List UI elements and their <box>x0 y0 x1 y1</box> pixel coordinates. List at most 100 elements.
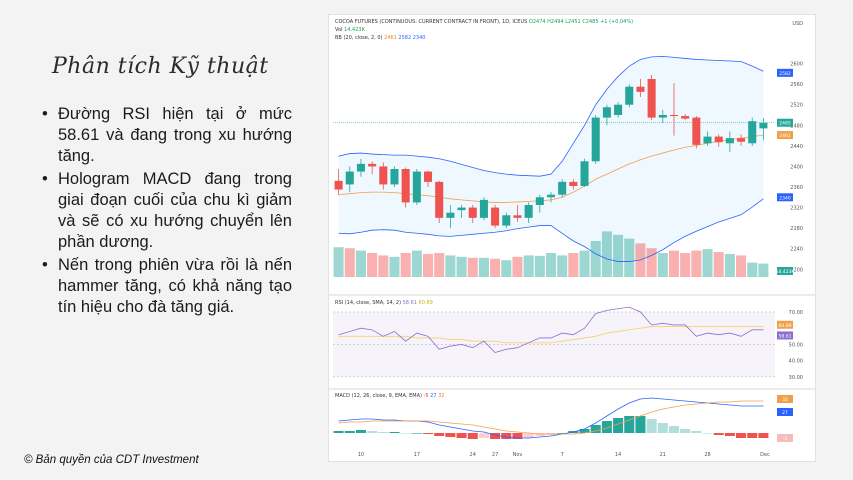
volume-bar <box>568 253 579 277</box>
macd-hist-bar <box>657 423 668 433</box>
rsi-value-badge-bg <box>777 331 793 340</box>
volume-bar <box>713 252 724 277</box>
macd-hist-bar <box>713 433 724 435</box>
macd-hist-bar <box>702 433 713 434</box>
time-tick-label: 21 <box>660 452 666 458</box>
macd-hist-bar <box>490 433 501 439</box>
macd-hist-bar <box>646 419 657 433</box>
macd-hist-bar <box>467 433 478 439</box>
candle-body <box>737 138 746 142</box>
price-tick-label: 2520 <box>790 103 803 109</box>
volume-bar <box>467 257 478 277</box>
volume-bar <box>490 258 501 277</box>
vol-label: Vol <box>335 27 343 33</box>
rsi-tick-label: 30.00 <box>789 375 803 381</box>
bb-up-value: 2582 <box>398 35 412 41</box>
candle-body <box>435 181 444 218</box>
macd-hist-bar <box>512 433 523 439</box>
macd-hist-bar <box>445 433 456 437</box>
rsi-header: RSI (14, close, SMA, 14, 2) 58.61 60.89 <box>335 300 433 306</box>
candle-body <box>368 163 377 167</box>
volume-bar <box>758 263 769 277</box>
macd-hist-bar <box>456 433 467 438</box>
volume-bar <box>668 250 680 277</box>
ohlc-readout: O2474 H2494 L2451 C2485 +1 (+0.04%) <box>528 19 634 25</box>
chart-symbol-header: COCOA FUTURES (CONTINUOUS: CURRENT CONTR… <box>335 19 633 25</box>
macd-hist-bar <box>590 425 601 433</box>
analysis-bullet-list: Đường RSI hiện tại ở mức 58.61 và đang t… <box>42 104 292 320</box>
macd-signal-badge: 32 <box>782 397 788 403</box>
macd-hist-bar <box>624 416 635 433</box>
volume-bar <box>736 255 747 277</box>
price-tick-label: 2440 <box>790 144 803 150</box>
macd-hist-bar <box>758 433 769 438</box>
macd-hist-bar <box>501 433 512 439</box>
bb-basis-badge-bg <box>777 131 793 140</box>
candle-body <box>446 212 455 218</box>
volume-bar <box>333 247 344 277</box>
rsi-value-badge: 58.61 <box>779 333 792 339</box>
rsi-ma-badge: 60.89 <box>779 323 792 329</box>
volume-bar <box>657 253 668 277</box>
last-price-badge-bg <box>777 118 793 127</box>
time-tick-label: Dec <box>760 452 770 458</box>
price-axis-unit: USD <box>792 21 803 27</box>
macd-hist-bar <box>736 433 747 438</box>
bb-low-value: 2340 <box>412 35 426 41</box>
candle-body <box>681 116 690 119</box>
rsi-ma-value: 60.89 <box>418 300 433 306</box>
rsi-tick-label: 70.00 <box>789 310 803 316</box>
candle-body <box>636 86 645 92</box>
macd-hist-bar <box>579 429 590 433</box>
price-tick-label: 2600 <box>790 62 803 68</box>
macd-hist-bar <box>635 416 646 433</box>
symbol-line: COCOA FUTURES (CONTINUOUS: CURRENT CONTR… <box>335 19 528 25</box>
macd-hist-bar <box>411 433 422 434</box>
macd-hist-bar <box>668 426 680 433</box>
volume-bar <box>613 234 624 277</box>
volume-bar <box>557 255 568 277</box>
candle-body <box>714 136 723 143</box>
candle-body <box>479 199 488 218</box>
volume-bar <box>434 253 445 277</box>
macd-hist-bar <box>367 431 378 433</box>
macd-line-badge: 27 <box>782 410 788 416</box>
volume-bar <box>545 253 557 277</box>
candle-body <box>546 194 556 198</box>
macd-hist-value: -5 <box>423 393 429 399</box>
time-tick-label: Nov <box>513 452 523 458</box>
bb-label: BB (20, close, 2, 0) <box>335 35 383 41</box>
macd-hist-bar <box>400 433 411 434</box>
volume-bar <box>411 250 422 277</box>
macd-hist-badge: -5 <box>783 436 788 442</box>
macd-hist-bar <box>523 433 534 438</box>
volume-bar <box>534 255 545 277</box>
macd-hist-badge-bg <box>777 434 793 442</box>
time-tick-label: 7 <box>561 452 564 458</box>
volume-bar <box>389 256 400 277</box>
volume-bar <box>367 253 378 277</box>
volume-bar <box>646 248 657 277</box>
candle-body <box>625 86 634 105</box>
price-tick-label: 2200 <box>790 267 803 273</box>
candle-body <box>614 104 623 115</box>
candle-body <box>424 171 433 182</box>
slide-title: Phân tích Kỹ thuật <box>52 54 269 79</box>
macd-hist-bar <box>434 433 445 436</box>
macd-hist-bar <box>534 433 545 436</box>
candle-body <box>457 207 466 211</box>
bb-upper-badge: 2582 <box>779 71 791 77</box>
price-tick-label: 2240 <box>790 247 803 253</box>
rsi-tick-label: 50.00 <box>789 342 803 348</box>
volume-bar <box>422 253 434 277</box>
rsi-ma-badge-bg <box>777 320 793 329</box>
candle-body <box>647 79 656 118</box>
time-tick-label: 14 <box>615 452 621 458</box>
candle-body <box>748 121 757 144</box>
price-tick-label: 2480 <box>790 123 803 129</box>
macd-hist-bar <box>557 433 568 434</box>
volume-header: Vol 14.423K <box>335 27 365 33</box>
candle-body <box>390 169 399 185</box>
time-tick-label: 24 <box>470 452 476 458</box>
bb-upper-badge-bg <box>777 68 793 77</box>
